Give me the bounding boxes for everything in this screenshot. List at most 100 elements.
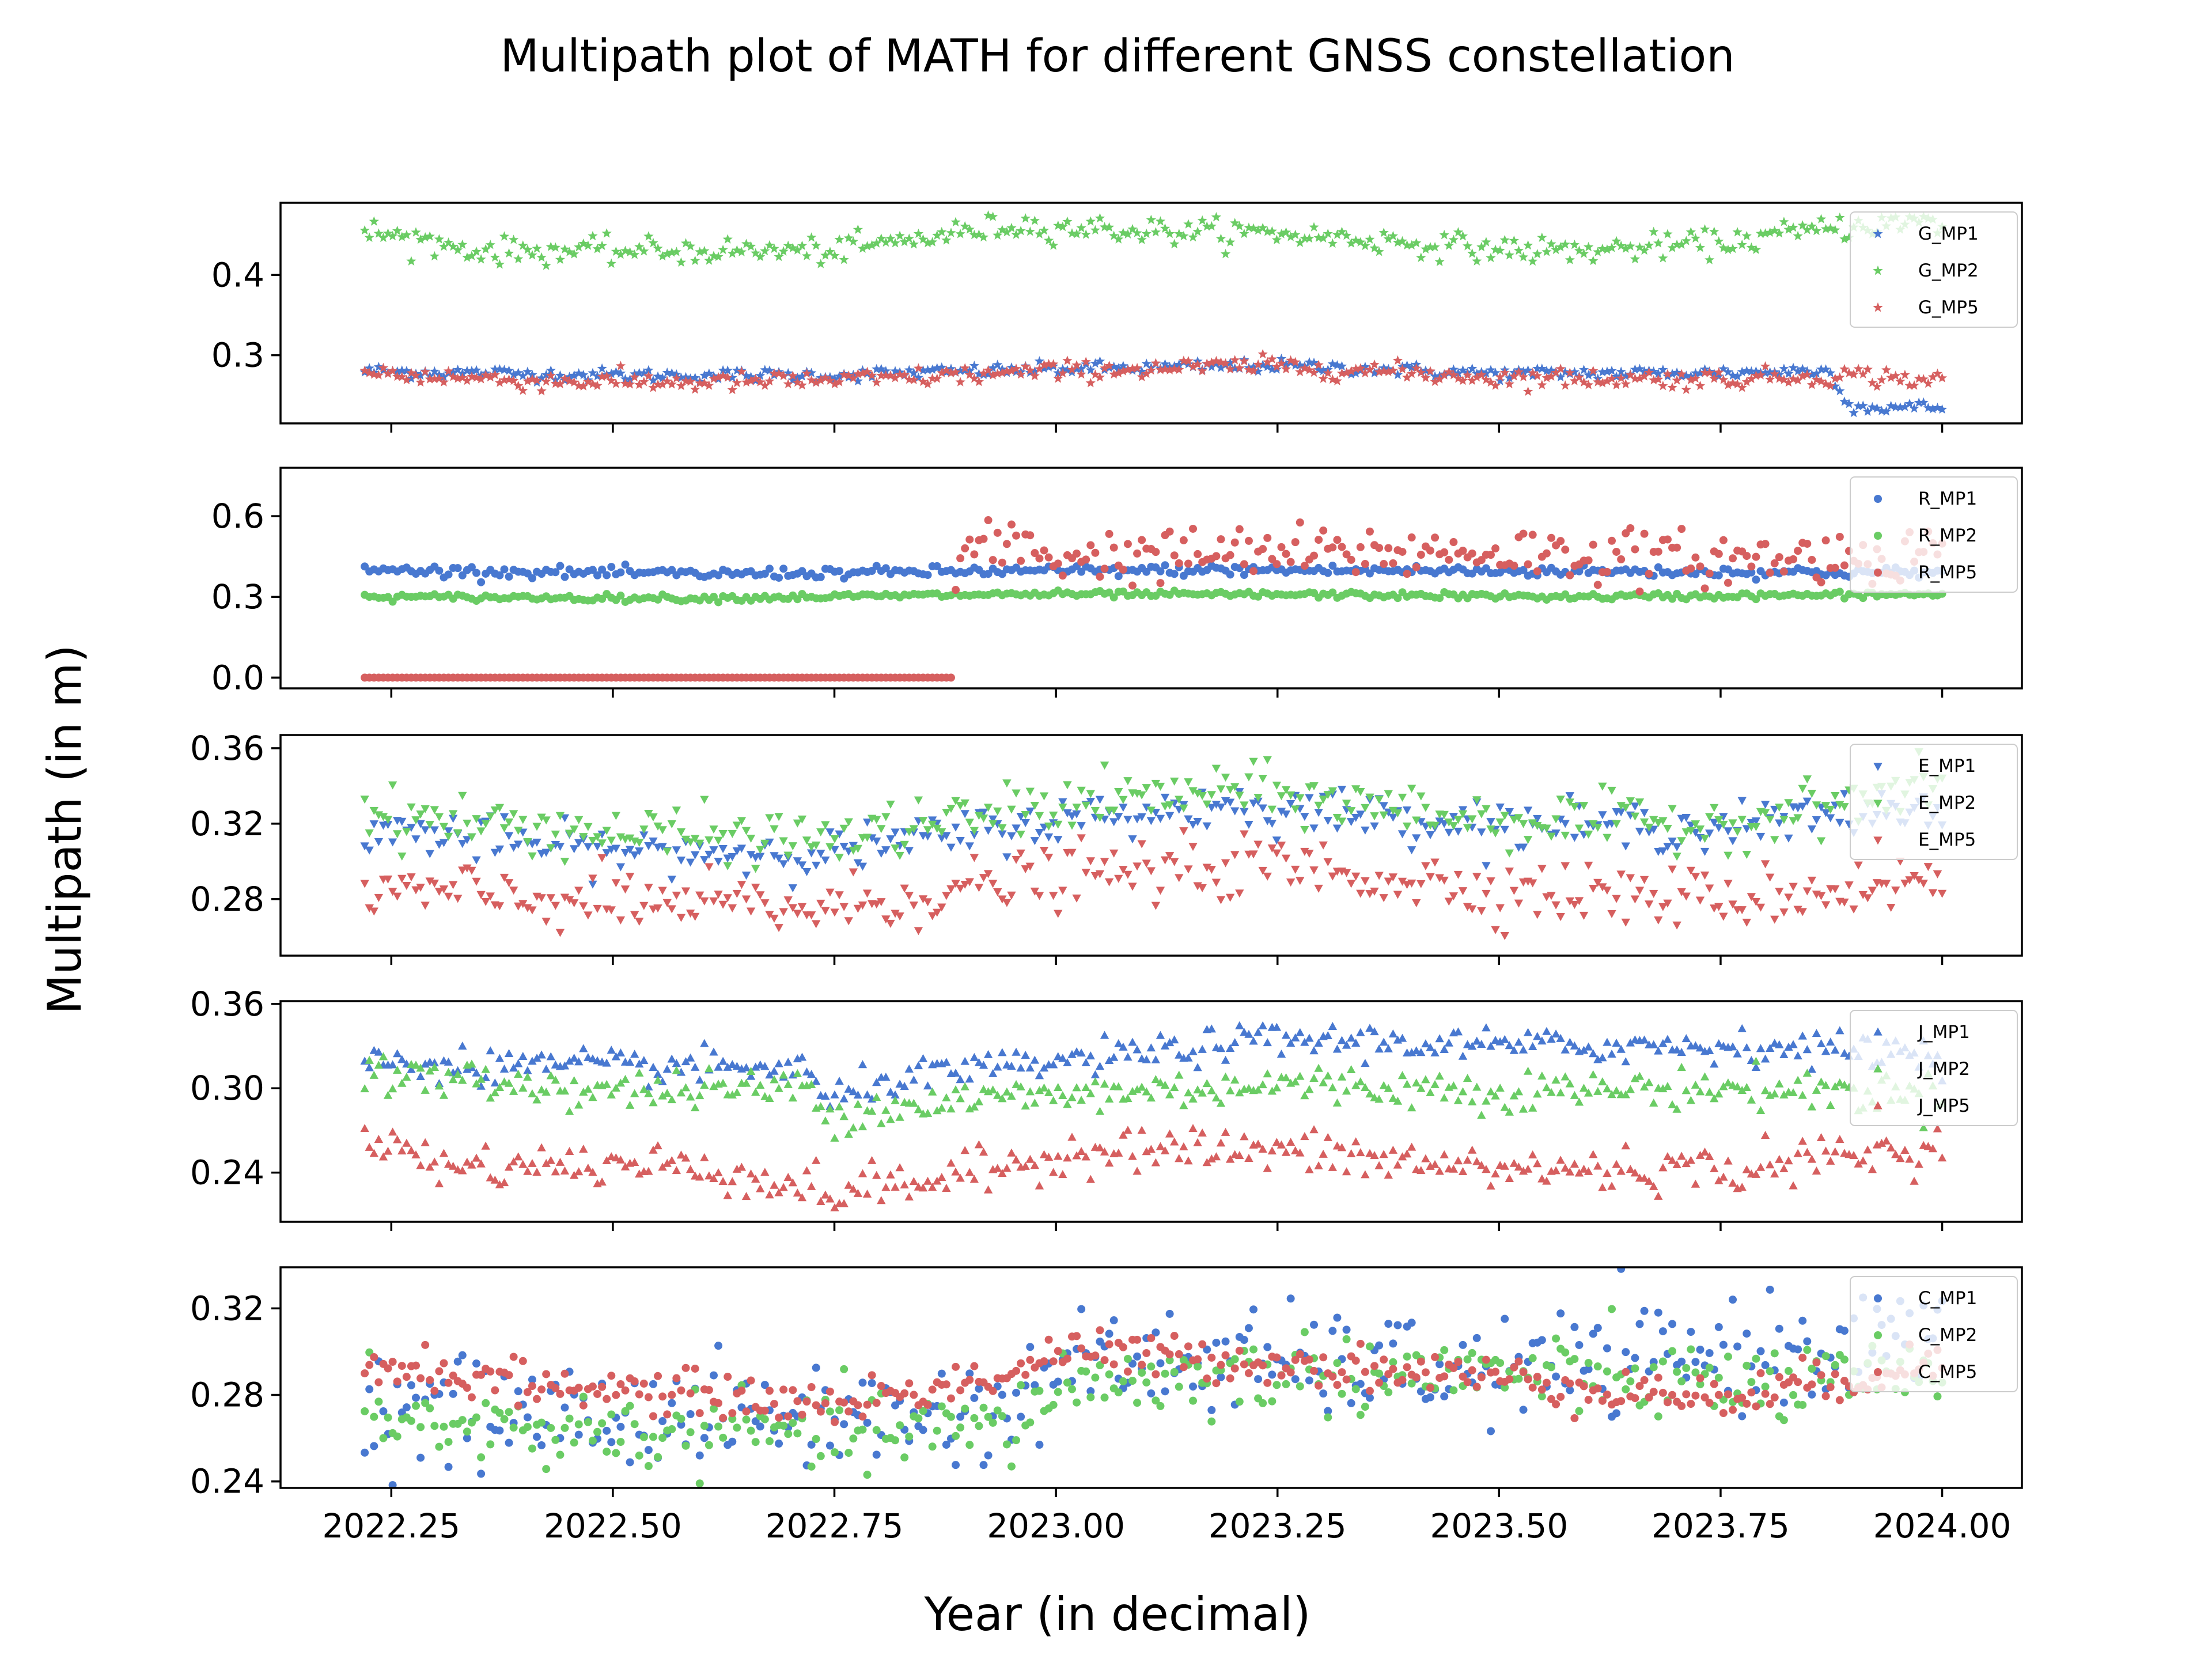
data-point <box>872 1399 881 1407</box>
axes-frame <box>279 467 2023 690</box>
data-point <box>1309 1046 1319 1055</box>
data-point <box>588 880 597 889</box>
data-point <box>369 907 379 916</box>
data-point <box>718 365 728 375</box>
data-point <box>783 1058 793 1066</box>
data-point <box>1729 554 1737 563</box>
data-point <box>1673 543 1681 552</box>
data-point <box>783 1173 793 1181</box>
data-point <box>569 1053 579 1062</box>
data-point <box>1821 809 1831 817</box>
data-point <box>1333 1359 1342 1368</box>
data-point <box>1356 787 1365 796</box>
data-point <box>667 1095 676 1104</box>
data-point <box>1565 897 1575 906</box>
data-point <box>1188 361 1198 371</box>
data-point <box>760 839 770 848</box>
data-point <box>1760 1086 1770 1094</box>
data-point <box>392 892 402 901</box>
data-point <box>714 891 723 899</box>
data-point <box>365 1142 374 1151</box>
data-point <box>1766 569 1774 577</box>
data-point <box>1696 1346 1705 1354</box>
data-point <box>1152 548 1160 556</box>
data-point <box>509 1353 518 1361</box>
data-point <box>1775 553 1783 562</box>
data-point <box>1323 791 1332 800</box>
data-point <box>1830 225 1840 234</box>
data-point <box>1412 563 1421 571</box>
data-point <box>467 251 477 260</box>
data-point <box>1518 1045 1528 1054</box>
data-point <box>1825 1101 1835 1109</box>
data-point <box>1476 369 1487 380</box>
data-point <box>1825 1037 1835 1046</box>
data-point <box>607 563 616 571</box>
data-point <box>1100 1031 1109 1039</box>
data-point <box>1220 249 1231 259</box>
data-point <box>1253 793 1263 802</box>
data-point <box>597 240 607 251</box>
data-point <box>603 1395 611 1403</box>
data-point <box>453 245 463 255</box>
data-point <box>1578 365 1589 374</box>
data-point <box>472 1079 481 1088</box>
data-point <box>1761 1382 1770 1391</box>
data-point <box>993 368 1003 378</box>
data-point <box>649 1145 658 1154</box>
data-point <box>639 368 649 378</box>
data-point <box>1332 1044 1342 1053</box>
data-point <box>1919 1123 1928 1131</box>
data-point <box>439 1149 449 1157</box>
data-point <box>458 866 467 875</box>
data-point <box>1434 256 1445 266</box>
data-point <box>876 363 887 374</box>
data-point <box>1007 520 1016 529</box>
data-point <box>1482 862 1491 870</box>
data-point <box>1570 900 1580 909</box>
data-point <box>857 368 868 378</box>
data-point <box>1770 836 1779 844</box>
data-point <box>668 1425 676 1434</box>
data-point <box>783 896 793 905</box>
data-point <box>1100 1393 1109 1402</box>
data-point <box>592 371 603 381</box>
data-point <box>1612 895 1621 903</box>
data-point <box>755 252 766 262</box>
legend-label: G_MP2 <box>1918 260 1979 281</box>
data-point <box>1151 1158 1161 1166</box>
data-point <box>1779 363 1789 373</box>
data-point <box>1537 1174 1547 1183</box>
data-point <box>485 240 495 249</box>
data-point <box>1528 1354 1537 1362</box>
data-point <box>1170 1368 1179 1376</box>
data-point <box>416 1063 425 1072</box>
data-point <box>639 902 649 910</box>
data-point <box>732 821 742 830</box>
data-point <box>835 1077 844 1085</box>
data-point <box>979 1085 988 1093</box>
data-point <box>839 842 849 851</box>
data-point <box>988 362 998 373</box>
data-point <box>1491 1091 1500 1100</box>
data-point <box>1541 373 1552 382</box>
data-point <box>816 1452 825 1460</box>
data-point <box>1840 803 1849 812</box>
data-point <box>1086 1387 1095 1396</box>
data-point <box>904 828 914 836</box>
data-point <box>444 1463 453 1471</box>
data-point <box>1221 773 1230 782</box>
data-point <box>1812 801 1821 810</box>
data-point <box>620 849 630 858</box>
data-point <box>1054 1388 1062 1396</box>
data-point <box>1268 1397 1277 1406</box>
data-point <box>1699 224 1710 234</box>
data-point <box>1338 543 1346 551</box>
data-point <box>1025 807 1035 816</box>
data-point <box>1239 355 1249 366</box>
data-point <box>574 368 584 378</box>
data-point <box>1002 1087 1012 1096</box>
data-point <box>1933 1124 1942 1132</box>
data-point <box>1090 1077 1100 1086</box>
data-point <box>1742 825 1751 834</box>
